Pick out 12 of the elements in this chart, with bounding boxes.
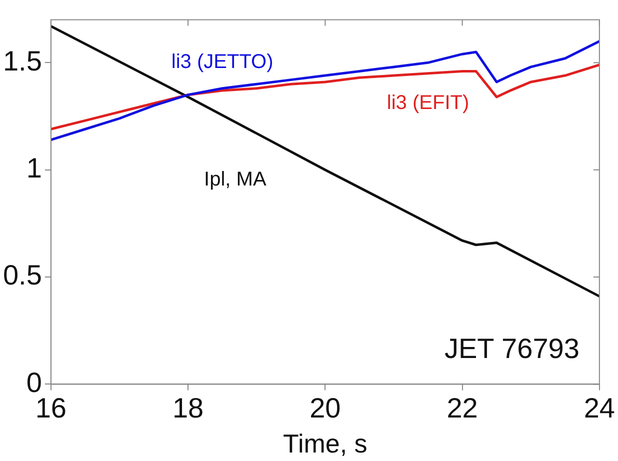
x-axis-title: Time, s [283,428,368,459]
y-tick-label: 1 [26,152,42,184]
series-label: li3 (EFIT) [386,92,470,114]
y-tick-label: 1.5 [2,45,42,76]
x-tick-label: 24 [584,392,616,424]
series-label: li3 (JETTO) [171,50,274,73]
x-tick-label: 22 [446,392,478,424]
x-tick-label: 18 [172,392,204,424]
annotation: JET 76793 [444,332,580,364]
series-label: Ipl, MA [204,168,267,190]
x-tick-label: 20 [310,392,341,424]
y-tick-label: 0.5 [2,260,42,291]
